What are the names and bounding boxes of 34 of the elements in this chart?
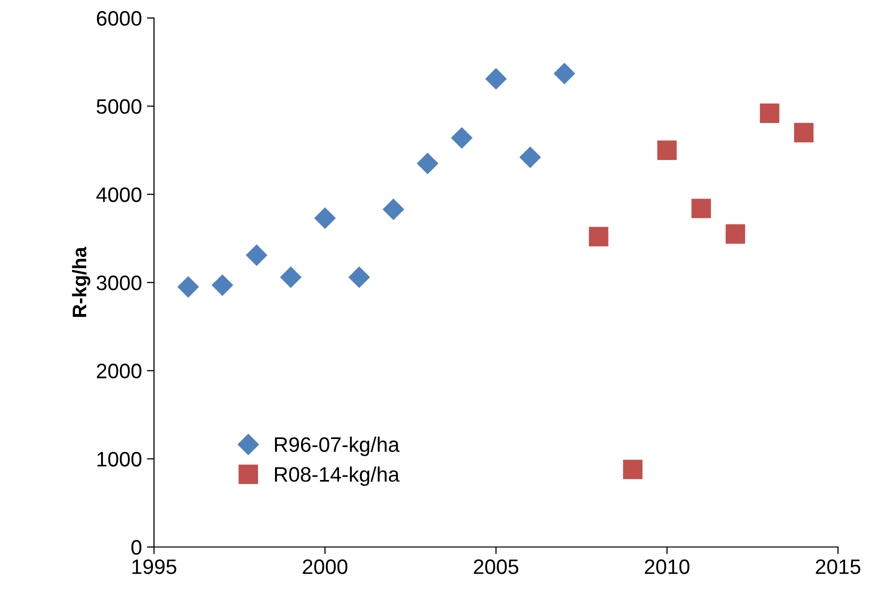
point: [726, 224, 746, 244]
point: [657, 140, 677, 160]
point: [178, 276, 199, 298]
point: [417, 152, 438, 174]
point: [691, 198, 711, 218]
y-tick-label: 5000: [96, 99, 142, 114]
point: [588, 226, 608, 246]
x-tick-label: 2000: [302, 559, 348, 574]
legend-label: R08-14-kg/ha: [275, 466, 400, 486]
y-tick-label: 0: [131, 540, 142, 555]
point: [451, 127, 472, 148]
y-tick-label: 3000: [96, 276, 142, 290]
y-tick-label: 4000: [96, 187, 142, 202]
x-tick-label: 2015: [816, 559, 860, 574]
point: [623, 460, 643, 480]
point: [280, 266, 302, 288]
point: [246, 244, 268, 266]
point: [314, 208, 336, 229]
x-tick-label: 1995: [132, 559, 176, 574]
x-tick-label: 2010: [644, 559, 690, 574]
x-tick-label: 2005: [474, 559, 518, 574]
point: [348, 266, 370, 288]
point: [794, 122, 814, 142]
point: [382, 198, 404, 220]
y-axis-title: R-kg/ha: [72, 246, 90, 317]
point: [520, 146, 541, 168]
point: [760, 103, 780, 123]
point: [212, 274, 233, 296]
point: [554, 63, 575, 84]
y-tick-label: 2000: [96, 364, 142, 378]
point: [485, 68, 507, 90]
y-tick-label: 6000: [96, 11, 142, 26]
y-tick-label: 1000: [97, 452, 142, 467]
legend-label: R96-07-kg/ha: [275, 436, 400, 456]
